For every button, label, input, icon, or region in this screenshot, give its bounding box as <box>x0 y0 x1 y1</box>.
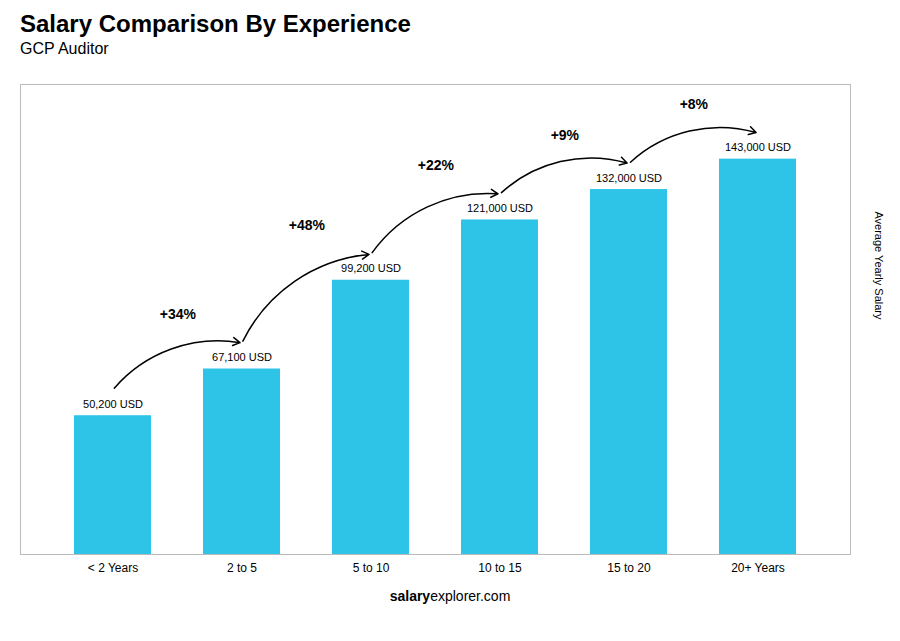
html-text:Salary Comparison By Experienc: Salary Comparison By Experience <box>20 10 411 37</box>
svg-text:20+ Years: 20+ Years <box>731 561 785 575</box>
svg-text:67,100 USD: 67,100 USD <box>212 351 272 363</box>
svg-text:+9%: +9% <box>551 127 580 143</box>
svg-text:2 to 5: 2 to 5 <box>227 561 257 575</box>
svg-text:10 to 15: 10 to 15 <box>478 561 522 575</box>
html-text:GCP Auditor: GCP Auditor <box>20 40 109 57</box>
html-text:salary explorer.com: salary explorer.com <box>389 588 511 604</box>
svg-text:Average Yearly Salary: Average Yearly Salary <box>873 211 885 320</box>
svg-text:121,000 USD: 121,000 USD <box>467 202 533 214</box>
svg-text:+22%: +22% <box>418 157 455 173</box>
svg-text:5 to 10: 5 to 10 <box>353 561 390 575</box>
svg-text:+48%: +48% <box>289 217 326 233</box>
svg-text:< 2 Years: < 2 Years <box>88 561 138 575</box>
svg-text:143,000 USD: 143,000 USD <box>725 141 791 153</box>
svg-text:+34%: +34% <box>160 306 197 322</box>
svg-text:15 to 20: 15 to 20 <box>607 561 651 575</box>
svg-text:+8%: +8% <box>680 96 709 112</box>
svg-text:132,000 USD: 132,000 USD <box>596 172 662 184</box>
svg-text:99,200 USD: 99,200 USD <box>341 262 401 274</box>
svg-text:50,200 USD: 50,200 USD <box>83 398 143 410</box>
